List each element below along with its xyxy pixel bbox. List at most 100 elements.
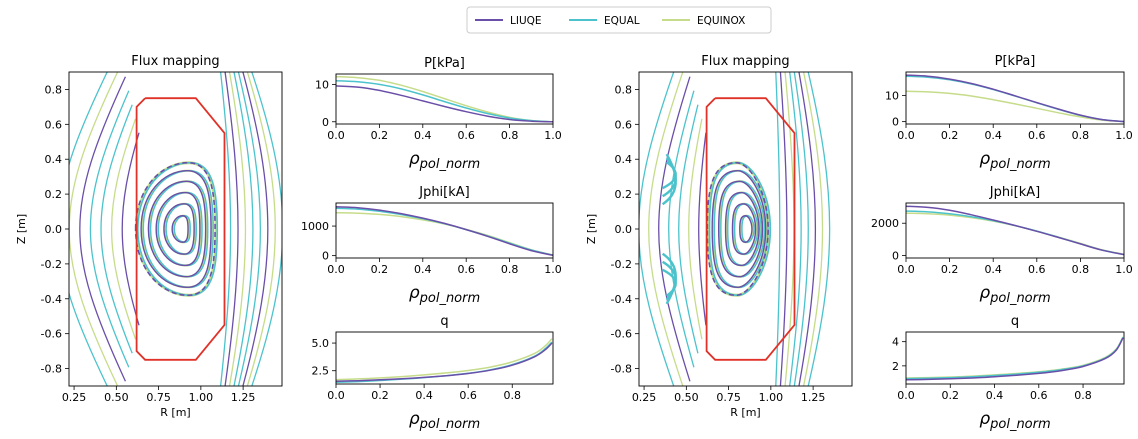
x-axis-label: ρpol_norm <box>409 409 480 432</box>
flux-surface <box>155 191 201 267</box>
legend-entry-equal: EQUAL <box>569 15 640 27</box>
flux-surface <box>142 169 214 289</box>
series-line-equal <box>906 210 1124 256</box>
profile-panel-5: 0.0 0.2 0.4 0.6 0.8 1.0 0 10 P[kPa] ρpol_norm <box>885 54 1133 172</box>
x-tick-label: 0.50 <box>104 391 129 404</box>
open-field-line <box>228 72 247 386</box>
legend-label-liuqe: LIUQE <box>510 15 542 27</box>
series-line-equinox <box>906 336 1124 379</box>
profile-panel-7: 0.0 0.2 0.4 0.6 0.8 2 4 q ρpol_norm <box>892 314 1125 432</box>
flux-contours <box>639 72 831 386</box>
x-tick-label: 1.0 <box>1115 129 1133 142</box>
axes-frame <box>905 202 1125 259</box>
open-field-line <box>251 72 282 386</box>
flux-surface <box>733 203 759 255</box>
legend-entry-liuqe: LIUQE <box>475 15 542 27</box>
x-tick-label: 0.8 <box>1072 263 1090 276</box>
open-field-line <box>246 72 276 386</box>
flux-map-panel-0: 0.25 0.50 0.75 1.00 1.25 -0.8 -0.6 -0.4 -0.2 0.0 0… <box>15 54 283 419</box>
x-tick-label: 0.6 <box>1030 389 1048 402</box>
flux-surface <box>165 203 198 255</box>
series-line-liuqe <box>336 342 553 382</box>
open-field-line <box>793 72 809 386</box>
flux-surface <box>149 180 209 278</box>
y-tick-label: -0.8 <box>611 363 632 376</box>
y-tick-label: 0 <box>322 116 329 129</box>
x-axis-label: ρpol_norm <box>979 409 1050 432</box>
x-tick-label: 0.8 <box>501 263 519 276</box>
divertor-leg <box>661 252 677 305</box>
profile-panel-1: 0.0 0.2 0.4 0.6 0.8 1.0 0 10 P[kPa] ρpol_norm <box>315 56 562 172</box>
y-tick-label: 2000 <box>871 217 899 230</box>
legend-entry-equinox: EQUINOX <box>662 15 745 27</box>
open-field-line <box>79 76 127 382</box>
x-tick-label: 0.4 <box>414 129 432 142</box>
x-tick-label: 1.25 <box>231 391 256 404</box>
flux-surface <box>731 203 757 255</box>
x-tick-label: 0.0 <box>897 389 915 402</box>
series-line-equinox <box>336 338 553 381</box>
series-line-equinox <box>336 212 553 256</box>
open-field-line <box>242 72 269 386</box>
axes-frame <box>905 71 1125 125</box>
series-line-equal <box>336 207 553 256</box>
open-field-line <box>648 72 684 386</box>
flux-surface <box>724 191 760 267</box>
y-tick-label: 0 <box>892 116 899 129</box>
panel-title: Jphi[kA] <box>418 185 470 200</box>
flux-surface <box>725 191 762 267</box>
flux-surface <box>718 180 765 278</box>
x-tick-label: 0.4 <box>984 263 1002 276</box>
x-tick-label: 0.4 <box>986 389 1004 402</box>
profile-panel-2: 0.0 0.2 0.4 0.6 0.8 1.0 0 1000 Jphi[kA] ρpol_norm <box>301 185 562 306</box>
x-tick-label: 0.2 <box>371 389 389 402</box>
y-tick-label: 0.6 <box>45 118 63 131</box>
x-tick-label: 0.0 <box>327 129 345 142</box>
panel-title: P[kPa] <box>424 56 465 71</box>
open-field-line <box>698 132 707 326</box>
series-line-liuqe <box>336 206 553 257</box>
flux-surface <box>732 202 758 256</box>
open-field-line <box>224 72 239 386</box>
x-tick-label: 0.50 <box>674 391 699 404</box>
x-tick-label: 1.25 <box>801 391 826 404</box>
y-axis-label: Z [m] <box>15 214 28 244</box>
open-field-line <box>802 72 824 386</box>
open-field-line <box>237 72 261 386</box>
flux-surface <box>712 169 768 289</box>
x-tick-label: 1.0 <box>1115 263 1133 276</box>
flux-surface <box>720 180 766 278</box>
series-line-liuqe <box>906 337 1124 381</box>
x-tick-label: 0.4 <box>414 263 432 276</box>
panel-title: q <box>440 314 448 329</box>
open-field-line <box>775 72 781 386</box>
y-tick-label: 0.4 <box>45 153 63 166</box>
open-field-line <box>789 72 802 386</box>
x-axis-label: ρpol_norm <box>409 149 480 172</box>
x-tick-label: 0.8 <box>1072 129 1090 142</box>
open-field-line <box>233 72 254 386</box>
panel-title: P[kPa] <box>995 54 1036 69</box>
axes-frame <box>335 202 554 259</box>
x-tick-label: 0.75 <box>716 391 741 404</box>
flux-contours <box>69 72 282 386</box>
legend: LIUQE EQUAL EQUINOX <box>466 6 772 34</box>
open-field-line <box>678 104 699 354</box>
profile-panel-6: 0.0 0.2 0.4 0.6 0.8 1.0 0 2000 Jphi[kA] ρpol_norm <box>871 185 1133 306</box>
x-tick-label: 0.2 <box>942 389 960 402</box>
x-tick-label: 0.2 <box>371 129 389 142</box>
y-tick-label: 0 <box>892 250 899 263</box>
x-tick-label: 1.00 <box>189 391 214 404</box>
y-tick-label: 0.0 <box>615 223 633 236</box>
y-tick-label: 5.0 <box>312 337 330 350</box>
series-line-liuqe <box>906 74 1124 123</box>
x-tick-label: 0.2 <box>941 129 959 142</box>
x-axis-label: R [m] <box>730 406 760 419</box>
y-tick-label: -0.6 <box>41 328 62 341</box>
x-tick-label: 0.8 <box>1074 389 1092 402</box>
x-tick-label: 0.0 <box>327 389 345 402</box>
flux-surface <box>163 203 195 255</box>
x-tick-label: 0.6 <box>1028 129 1046 142</box>
series-line-equal <box>906 337 1124 380</box>
vessel-boundary <box>705 97 796 361</box>
